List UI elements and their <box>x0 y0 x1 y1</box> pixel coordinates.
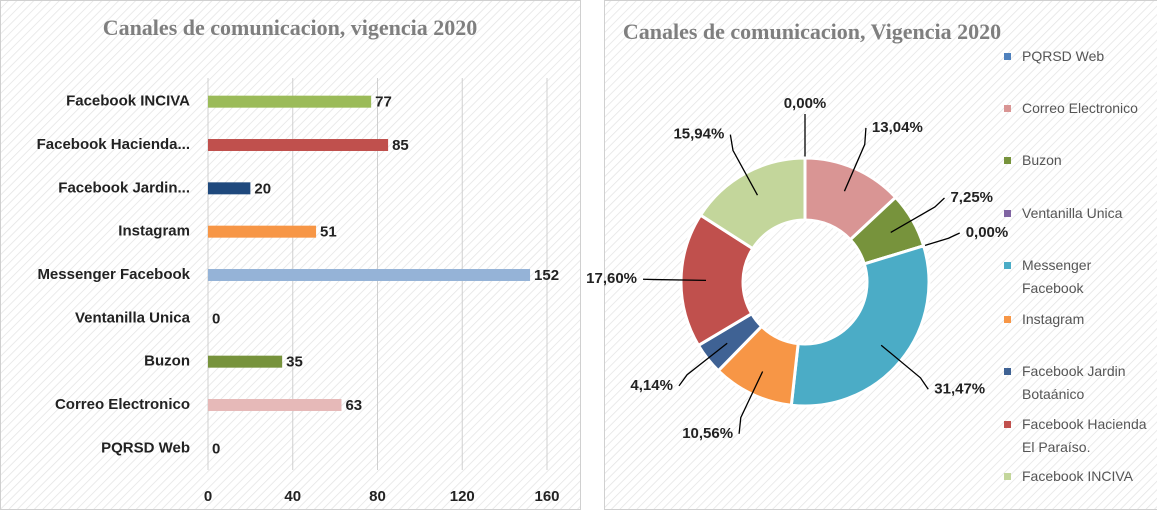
y-tick-label: Correo Electronico <box>55 396 190 413</box>
data-label: 13,04% <box>872 119 923 136</box>
legend-item: Buzon <box>1004 149 1147 172</box>
legend-label: Ventanilla Unica <box>1022 205 1123 221</box>
leader-line <box>678 342 728 387</box>
x-tick-label: 0 <box>204 488 212 505</box>
data-label: 63 <box>345 397 362 414</box>
data-label: 17,60% <box>586 270 637 287</box>
y-tick-label: PQRSD Web <box>101 439 190 456</box>
bar <box>208 269 531 281</box>
y-tick-label: Facebook Jardin... <box>58 179 190 196</box>
data-label: 152 <box>534 267 559 284</box>
y-tick-label: Facebook INCIVA <box>66 93 190 110</box>
legend-label: Facebook INCIVA <box>1022 468 1134 484</box>
legend-swatch <box>1004 262 1011 269</box>
bar-title: Canales de comunicacion, vigencia 2020 <box>102 15 478 40</box>
legend-swatch <box>1004 105 1011 112</box>
leader-line <box>880 344 929 390</box>
legend-item: Facebook INCIVA <box>1004 465 1147 488</box>
leader-line <box>643 278 707 282</box>
legend-swatch <box>1004 157 1011 164</box>
legend-item: PQRSD Web <box>1004 45 1147 68</box>
legend-swatch <box>1004 316 1011 323</box>
legend-label: PQRSD Web <box>1022 48 1105 64</box>
legend-label: Buzon <box>1022 152 1062 168</box>
legend-swatch <box>1004 473 1011 480</box>
legend-swatch <box>1004 368 1011 375</box>
data-label: 10,56% <box>682 425 733 442</box>
y-tick-label: Buzon <box>144 353 190 370</box>
data-label: 31,47% <box>934 380 985 397</box>
x-tick-label: 80 <box>369 488 386 505</box>
donut-slice <box>698 156 807 251</box>
x-tick-label: 40 <box>284 488 301 505</box>
legend-item: Facebook Jardin Botaánico <box>1004 360 1147 406</box>
data-label: 0 <box>212 440 220 457</box>
y-tick-label: Instagram <box>118 223 190 240</box>
legend-item: Facebook Hacienda El Paraíso. <box>1004 413 1147 459</box>
legend-label: Correo Electronico <box>1022 100 1138 116</box>
data-label: 4,14% <box>630 377 673 394</box>
bar <box>208 95 372 108</box>
legend-label: Messenger Facebook <box>1022 257 1092 296</box>
legend-item: Instagram <box>1004 308 1147 331</box>
data-label: 77 <box>375 94 392 111</box>
data-label: 7,25% <box>950 189 993 206</box>
legend-label: Facebook Hacienda El Paraíso. <box>1022 416 1147 455</box>
leader-line <box>729 134 759 196</box>
y-tick-label: Facebook Hacienda... <box>37 136 190 153</box>
bar <box>208 355 283 368</box>
legend-label: Instagram <box>1022 311 1085 327</box>
y-tick-label: Ventanilla Unica <box>75 309 191 326</box>
x-tick-label: 160 <box>534 488 559 505</box>
bar <box>208 399 342 411</box>
legend-swatch <box>1004 210 1011 217</box>
donut-slice <box>789 243 931 408</box>
legend-label: Facebook Jardin Botaánico <box>1022 363 1126 402</box>
data-label: 35 <box>286 354 303 371</box>
y-tick-label: Messenger Facebook <box>37 266 190 283</box>
leader-line <box>890 197 945 234</box>
data-label: 0,00% <box>966 224 1009 241</box>
legend-item: Ventanilla Unica <box>1004 202 1147 225</box>
data-label: 85 <box>392 137 409 154</box>
bar <box>208 225 317 238</box>
legend-swatch <box>1004 53 1011 60</box>
bar <box>208 182 251 195</box>
data-label: 20 <box>254 180 271 197</box>
leader-line <box>738 371 764 434</box>
data-label: 51 <box>320 224 337 241</box>
donut-title: Canales de comunicacion, Vigencia 2020 <box>622 19 1002 44</box>
legend-item: Correo Electronico <box>1004 97 1147 120</box>
x-tick-label: 120 <box>450 488 475 505</box>
legend-swatch <box>1004 421 1011 428</box>
data-label: 0 <box>212 310 220 327</box>
data-label: 0,00% <box>784 95 827 112</box>
legend-item: Messenger Facebook <box>1004 254 1147 300</box>
leader-line <box>843 127 867 192</box>
bar <box>208 139 389 151</box>
data-label: 15,94% <box>673 126 724 143</box>
